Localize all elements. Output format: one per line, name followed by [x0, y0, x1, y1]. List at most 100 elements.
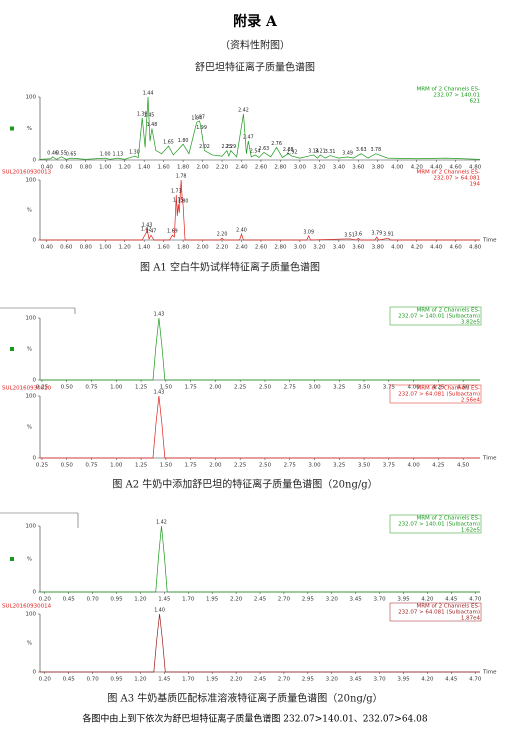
- time-label: Time: [482, 456, 497, 462]
- x-tick-label: 2.20: [230, 677, 243, 683]
- x-tick-label: 3.75: [383, 463, 396, 469]
- x-tick-label: 0.45: [63, 677, 76, 683]
- footnote: 各图中由上到下依次为舒巴坦特征离子质量色谱图 232.07>140.01、232…: [82, 713, 427, 725]
- x-tick-label: 2.70: [278, 597, 291, 603]
- x-tick-label: 1.60: [158, 165, 171, 171]
- y-axis-label: %: [27, 208, 32, 214]
- x-tick-label: 4.00: [407, 385, 420, 391]
- peak-label: 0.65: [66, 152, 77, 158]
- peak-label: 1.47: [146, 229, 157, 235]
- channel-marker: [10, 126, 14, 131]
- peak-label: 1.43: [142, 223, 153, 229]
- x-tick-label: 1.00: [99, 245, 112, 251]
- x-tick-label: 4.20: [421, 597, 434, 603]
- peak-label: 1.48: [147, 122, 158, 128]
- x-tick-label: 0.75: [85, 385, 98, 391]
- x-tick-label: 3.40: [333, 165, 346, 171]
- x-tick-label: 3.00: [294, 165, 307, 171]
- x-tick-label: 3.00: [294, 245, 307, 251]
- peak-label: 1.30: [129, 150, 140, 156]
- x-tick-label: 3.00: [308, 463, 321, 469]
- legend-line: 194: [470, 182, 481, 188]
- peak-label: 3.21: [315, 148, 326, 154]
- x-tick-label: 3.25: [333, 385, 346, 391]
- y-tick-label: 100: [26, 316, 37, 322]
- peak-label: 1.73: [171, 189, 182, 195]
- x-tick-label: 2.60: [255, 245, 268, 251]
- sample-id: SUL20160930014: [2, 604, 52, 610]
- x-tick-label: 0.95: [110, 677, 123, 683]
- x-tick-label: 1.45: [158, 677, 171, 683]
- y-tick-label: 100: [26, 524, 37, 530]
- y-axis-label: %: [27, 557, 32, 563]
- x-tick-label: 3.60: [352, 245, 365, 251]
- x-tick-label: 0.50: [61, 385, 74, 391]
- peak-label: 3.63: [356, 147, 367, 153]
- sample-id: SUL20160930013: [2, 170, 52, 176]
- x-tick-label: 0.75: [85, 463, 98, 469]
- peak-label: 2.02: [199, 144, 210, 150]
- x-tick-label: 4.00: [391, 165, 404, 171]
- peak-label: 3.51: [344, 232, 355, 238]
- chromatogram-trace: [40, 525, 480, 593]
- x-tick-label: 2.70: [278, 677, 291, 683]
- peak-label: 1.44: [143, 91, 154, 97]
- chromatogram-trace: [39, 96, 481, 160]
- legend-line: MRM of 2 Channels ES-: [416, 87, 480, 93]
- peak-label: 1.13: [113, 152, 124, 158]
- x-tick-label: 4.45: [445, 597, 458, 603]
- x-tick-label: 1.40: [138, 165, 151, 171]
- peak-label: 2.40: [236, 228, 247, 234]
- legend-line: 1.87e4: [461, 616, 481, 622]
- peak-label: 2.63: [259, 146, 270, 152]
- x-tick-label: 1.80: [177, 245, 190, 251]
- x-tick-label: 2.60: [255, 165, 268, 171]
- peak-label: 1.43: [154, 390, 165, 396]
- y-tick-label: 100: [26, 178, 37, 184]
- peak-label: 0.46: [47, 150, 58, 156]
- y-tick-label: 100: [26, 612, 37, 618]
- x-tick-label: 3.20: [313, 165, 326, 171]
- x-tick-label: 3.20: [326, 677, 339, 683]
- x-tick-label: 0.40: [41, 245, 54, 251]
- peak-label: 3.91: [383, 232, 394, 238]
- x-tick-label: 2.75: [284, 463, 297, 469]
- x-tick-label: 3.50: [358, 463, 371, 469]
- sample-id: SUL20160930020: [2, 386, 52, 392]
- figure-caption: 图 A1 空白牛奶试样特征离子质量色谱图: [140, 261, 320, 274]
- x-tick-label: 2.50: [259, 463, 272, 469]
- x-tick-label: 0.70: [86, 677, 99, 683]
- x-tick-label: 1.60: [158, 245, 171, 251]
- x-tick-label: 1.25: [135, 463, 148, 469]
- x-tick-label: 0.20: [39, 677, 52, 683]
- legend-line: 621: [470, 99, 481, 105]
- x-tick-label: 4.40: [430, 245, 443, 251]
- peak-label: 1.45: [144, 113, 155, 119]
- x-tick-label: 4.00: [391, 245, 404, 251]
- x-tick-label: 1.20: [119, 165, 132, 171]
- x-tick-label: 4.25: [432, 463, 445, 469]
- appendix-title: 附录 A: [233, 13, 278, 30]
- x-tick-label: 0.60: [60, 165, 73, 171]
- x-tick-label: 3.45: [350, 597, 363, 603]
- x-tick-label: 4.60: [450, 165, 463, 171]
- chromatogram-trace: [40, 613, 480, 673]
- peak-label: 1.78: [176, 174, 187, 180]
- x-tick-label: 1.45: [158, 597, 171, 603]
- x-tick-label: 2.20: [216, 245, 229, 251]
- x-tick-label: 3.25: [333, 463, 346, 469]
- peak-label: 1.00: [100, 152, 111, 158]
- x-tick-label: 3.50: [358, 385, 371, 391]
- peak-label: 2.54: [250, 148, 261, 154]
- channel-marker: [10, 557, 14, 561]
- y-axis-label: %: [27, 126, 32, 132]
- x-tick-label: 0.40: [41, 165, 54, 171]
- x-tick-label: 0.45: [63, 597, 76, 603]
- peak-label: 3.49: [342, 150, 353, 156]
- x-tick-label: 1.00: [110, 463, 123, 469]
- x-tick-label: 3.20: [313, 245, 326, 251]
- x-tick-label: 0.25: [36, 385, 49, 391]
- x-tick-label: 0.80: [80, 245, 93, 251]
- x-tick-label: 1.20: [134, 677, 147, 683]
- legend-box: [389, 602, 482, 622]
